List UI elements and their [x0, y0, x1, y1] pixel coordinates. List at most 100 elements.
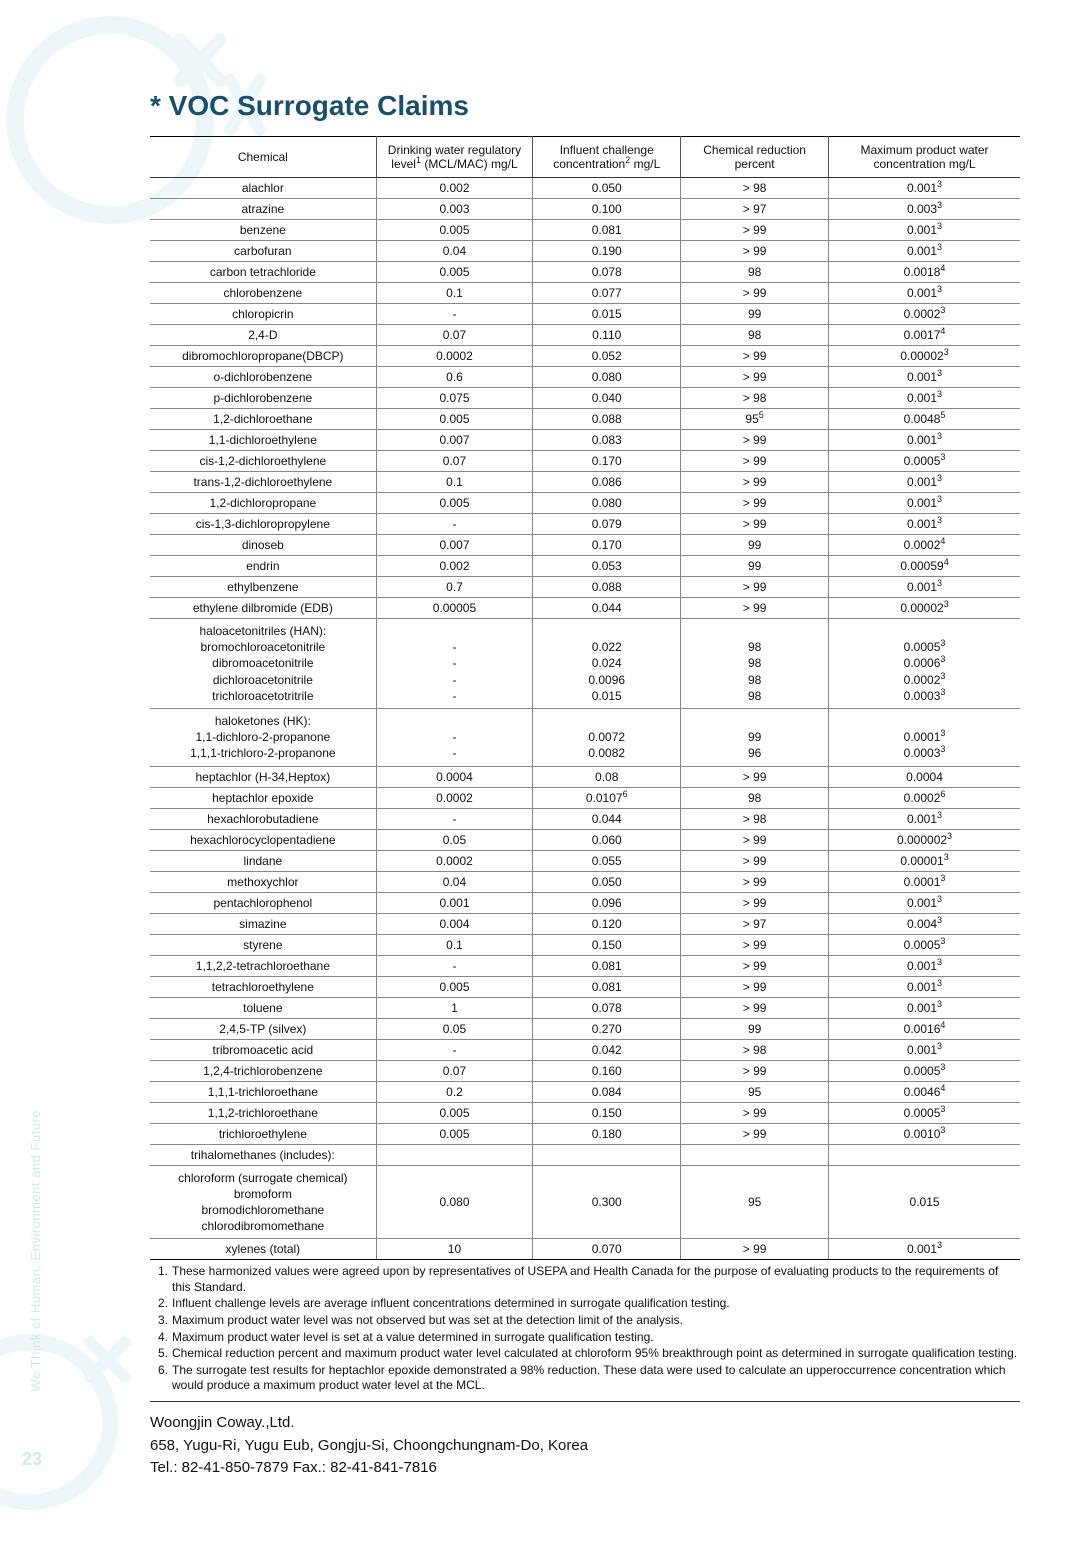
table-cell: > 99 [681, 283, 829, 304]
table-cell: > 99 [681, 892, 829, 913]
table-cell: > 99 [681, 514, 829, 535]
table-cell: trans-1,2-dichloroethylene [150, 472, 376, 493]
table-cell: 0.190 [533, 241, 681, 262]
table-cell: 99 [681, 1018, 829, 1039]
table-row: lindane0.00020.055> 990.000013 [150, 850, 1020, 871]
table-row: ethylene dilbromide (EDB)0.000050.044> 9… [150, 598, 1020, 619]
table-cell: 955 [681, 409, 829, 430]
table-cell: > 98 [681, 388, 829, 409]
table-cell: 0.005 [376, 1102, 533, 1123]
table-cell: 0.000013 [829, 850, 1020, 871]
table-cell: > 99 [681, 493, 829, 514]
footer: Woongjin Coway.,Ltd. 658, Yugu-Ri, Yugu … [150, 1412, 1020, 1480]
table-cell: 0.005 [376, 262, 533, 283]
table-cell: 0.00024 [829, 535, 1020, 556]
table-row: toluene10.078> 990.0013 [150, 997, 1020, 1018]
table-cell: ethylene dilbromide (EDB) [150, 598, 376, 619]
table-cell: 2,4-D [150, 325, 376, 346]
table-cell: 0.0004 [376, 766, 533, 787]
table-cell: dibromochloropropane(DBCP) [150, 346, 376, 367]
table-row: chlorobenzene0.10.077> 990.0013 [150, 283, 1020, 304]
table-cell: 0.005 [376, 220, 533, 241]
table-cell: 0.00005 [376, 598, 533, 619]
table-row: chloropicrin-0.015990.00023 [150, 304, 1020, 325]
table-cell: 98 [681, 787, 829, 808]
table-row: ethylbenzene0.70.088> 990.0013 [150, 577, 1020, 598]
table-cell: 0.086 [533, 472, 681, 493]
table-cell: 0.01076 [533, 787, 681, 808]
voc-table: Chemical Drinking water regulatorylevel1… [150, 136, 1020, 1260]
table-cell: 0.00053 [829, 451, 1020, 472]
table-cell: 0.08 [533, 766, 681, 787]
table-cell: 0.079 [533, 514, 681, 535]
table-row: tetrachloroethylene0.0050.081> 990.0013 [150, 976, 1020, 997]
table-cell: 0.0013 [829, 892, 1020, 913]
col-maximum: Maximum product waterconcentration mg/L [829, 137, 1020, 178]
table-cell: pentachlorophenol [150, 892, 376, 913]
table-row: 1,1,1-trichloroethane0.20.084950.00464 [150, 1081, 1020, 1102]
table-cell: 0.00023 [829, 304, 1020, 325]
table-row: simazine0.0040.120> 970.0043 [150, 913, 1020, 934]
table-cell: cis-1,3-dichloropropylene [150, 514, 376, 535]
table-cell: 0.00720.0082 [533, 708, 681, 766]
table-cell: 0.180 [533, 1123, 681, 1144]
table-row: 1,1,2-trichloroethane0.0050.150> 990.000… [150, 1102, 1020, 1123]
table-cell: 95 [681, 1081, 829, 1102]
table-cell: 0.00184 [829, 262, 1020, 283]
table-cell: > 99 [681, 472, 829, 493]
footnote-text: Influent challenge levels are average in… [172, 1296, 730, 1310]
footnote-number: 6. [150, 1363, 168, 1379]
table-row: 1,2-dichloroethane0.0050.0889550.00485 [150, 409, 1020, 430]
table-cell: > 99 [681, 997, 829, 1018]
table-cell: > 99 [681, 1102, 829, 1123]
table-cell: > 99 [681, 955, 829, 976]
table-cell: 0.1 [376, 283, 533, 304]
table-cell: lindane [150, 850, 376, 871]
table-cell: > 98 [681, 178, 829, 199]
table-cell: 0.0013 [829, 577, 1020, 598]
table-cell: 0.053 [533, 556, 681, 577]
table-cell: 98 [681, 325, 829, 346]
table-cell: 0.00464 [829, 1081, 1020, 1102]
table-cell: 0.0013 [829, 997, 1020, 1018]
table-cell: 98989898 [681, 619, 829, 709]
table-cell: carbofuran [150, 241, 376, 262]
table-row: benzene0.0050.081> 990.0013 [150, 220, 1020, 241]
table-cell: 0.00103 [829, 1123, 1020, 1144]
table-cell: 0.042 [533, 1039, 681, 1060]
table-cell: 0.120 [533, 913, 681, 934]
footnote-item: 5.Chemical reduction percent and maximum… [172, 1346, 1020, 1362]
table-cell: 0.080 [533, 493, 681, 514]
table-cell: > 99 [681, 241, 829, 262]
table-cell: 0.0043 [829, 913, 1020, 934]
table-cell: > 99 [681, 1060, 829, 1081]
table-cell: 95 [681, 1165, 829, 1239]
footnote-number: 5. [150, 1346, 168, 1362]
table-row: hexachlorobutadiene-0.044> 980.0013 [150, 808, 1020, 829]
table-cell: 0.0013 [829, 514, 1020, 535]
table-row: heptachlor epoxide0.00020.01076980.00026 [150, 787, 1020, 808]
table-cell: 0.050 [533, 178, 681, 199]
table-cell: 0.080 [376, 1165, 533, 1239]
footnote-number: 4. [150, 1330, 168, 1346]
table-cell: 0.081 [533, 955, 681, 976]
table-cell: 0.050 [533, 871, 681, 892]
table-cell: > 99 [681, 430, 829, 451]
table-cell: 1 [376, 997, 533, 1018]
table-cell: 1,2-dichloroethane [150, 409, 376, 430]
table-row: carbon tetrachloride0.0050.078980.00184 [150, 262, 1020, 283]
table-cell: tetrachloroethylene [150, 976, 376, 997]
footnote-text: Maximum product water level is set at a … [172, 1330, 654, 1344]
footer-contact: Tel.: 82-41-850-7879 Fax.: 82-41-841-781… [150, 1457, 1020, 1480]
table-cell: 0.1 [376, 934, 533, 955]
table-cell: 0.7 [376, 577, 533, 598]
table-cell: 0.0033 [829, 199, 1020, 220]
table-cell: - [376, 955, 533, 976]
table-cell: 0.00053 [829, 1060, 1020, 1081]
footnote-text: Chemical reduction percent and maximum p… [172, 1346, 1017, 1360]
table-cell: trichloroethylene [150, 1123, 376, 1144]
footnote-item: 1.These harmonized values were agreed up… [172, 1264, 1020, 1295]
table-row: 1,2-dichloropropane0.0050.080> 990.0013 [150, 493, 1020, 514]
table-cell: chloroform (surrogate chemical)bromoform… [150, 1165, 376, 1239]
table-cell: o-dichlorobenzene [150, 367, 376, 388]
